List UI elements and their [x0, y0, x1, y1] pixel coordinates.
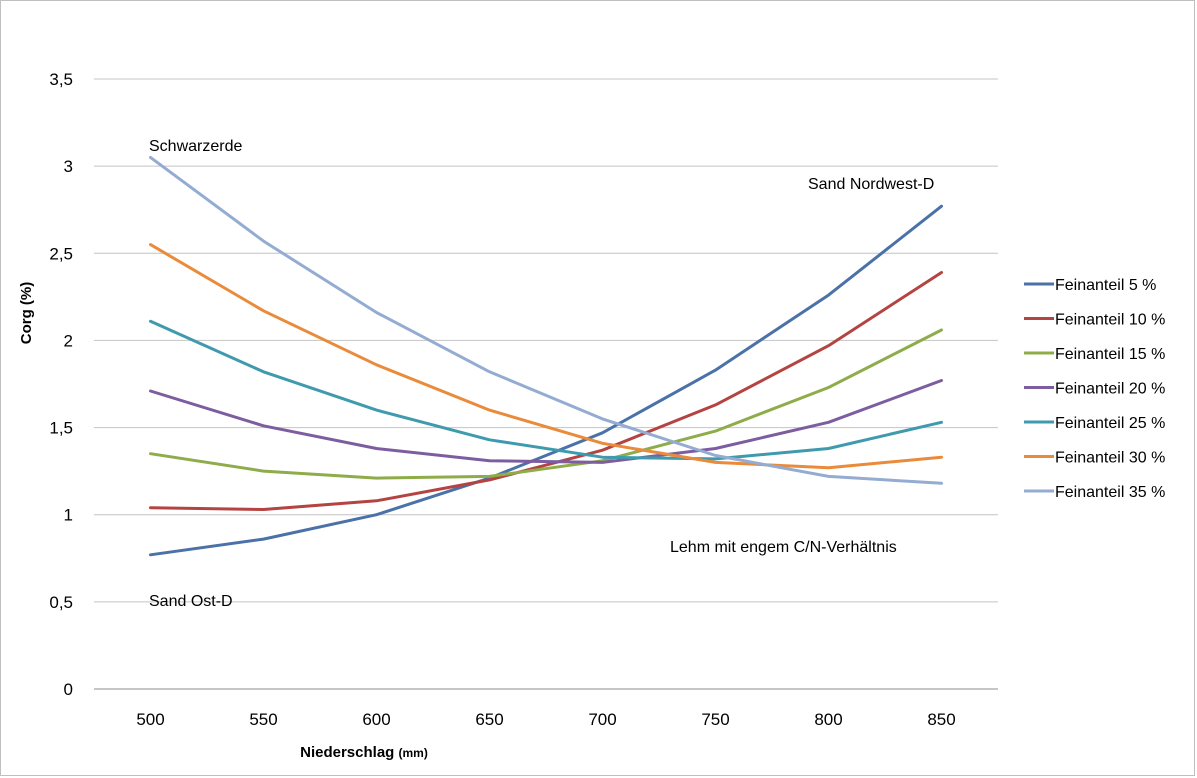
y-tick-label: 0: [64, 680, 73, 699]
x-tick-label: 850: [927, 710, 955, 729]
y-axis-title: Corg (%): [18, 282, 35, 345]
x-tick-label: 700: [588, 710, 616, 729]
series-line-4: [149, 379, 943, 464]
legend-label: Feinanteil 5 %: [1055, 277, 1156, 294]
y-tick-label: 2,5: [49, 244, 73, 263]
annotation-sand-nordwest: Sand Nordwest-D: [808, 176, 934, 193]
x-axis-title-unit: (mm): [399, 746, 428, 760]
grid-lines: [94, 78, 998, 690]
x-tick-label: 750: [701, 710, 729, 729]
legend-label: Feinanteil 10 %: [1055, 312, 1165, 329]
y-tick-label: 2: [64, 331, 73, 350]
annotation-schwarzerde: Schwarzerde: [149, 138, 242, 155]
series-line-3: [149, 328, 943, 480]
series-lines: [149, 155, 943, 557]
legend-label: Feinanteil 35 %: [1055, 484, 1165, 501]
series-line-2: [149, 271, 943, 511]
series-line-1: [149, 204, 943, 557]
x-tick-label: 550: [249, 710, 277, 729]
y-tick-label: 3: [64, 157, 73, 176]
legend-label: Feinanteil 15 %: [1055, 346, 1165, 363]
legend-label: Feinanteil 20 %: [1055, 381, 1165, 398]
y-tick-label: 0,5: [49, 593, 73, 612]
x-tick-labels: 500 550 600 650 700 750 800 850: [136, 710, 955, 729]
series-line-5: [149, 319, 943, 461]
annotation-lehm: Lehm mit engem C/N-Verhältnis: [670, 539, 897, 556]
y-tick-label: 3,5: [49, 70, 73, 89]
legend-label: Feinanteil 30 %: [1055, 450, 1165, 467]
series-line-7: [149, 155, 943, 485]
series-line-6: [149, 243, 943, 470]
y-tick-labels: 0 0,5 1 1,5 2 2,5 3 3,5: [49, 70, 73, 699]
x-tick-label: 600: [362, 710, 390, 729]
x-axis-title: Niederschlag (mm): [300, 744, 428, 761]
x-axis-title-text: Niederschlag: [300, 744, 394, 761]
y-tick-label: 1,5: [49, 419, 73, 438]
x-tick-label: 650: [475, 710, 503, 729]
annotation-sand-ost: Sand Ost-D: [149, 593, 233, 610]
x-tick-label: 800: [814, 710, 842, 729]
legend: Feinanteil 5 % Feinanteil 10 % Feinanteil …: [1024, 277, 1165, 501]
y-tick-label: 1: [64, 506, 73, 525]
x-tick-label: 500: [136, 710, 164, 729]
legend-label: Feinanteil 25 %: [1055, 415, 1165, 432]
